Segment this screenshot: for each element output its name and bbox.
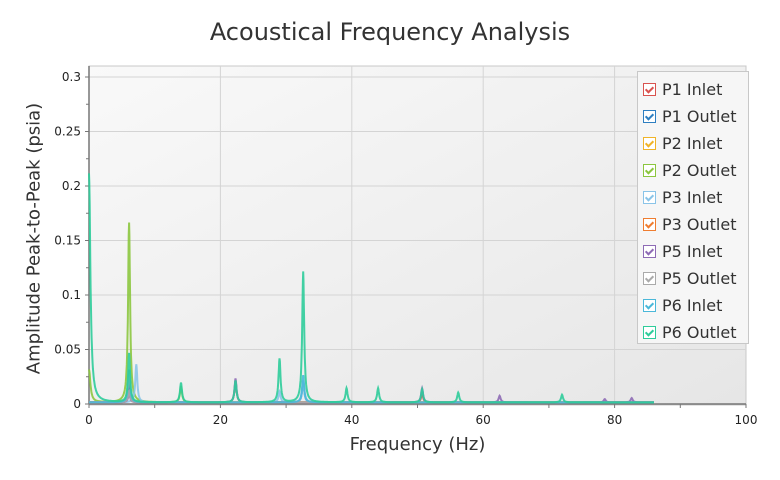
- checkbox-checked-icon[interactable]: [643, 326, 656, 339]
- legend-item[interactable]: P5 Inlet: [638, 238, 748, 265]
- legend-label: P1 Inlet: [662, 80, 723, 99]
- checkbox-checked-icon[interactable]: [643, 245, 656, 258]
- checkbox-checked-icon[interactable]: [643, 83, 656, 96]
- checkbox-checked-icon[interactable]: [643, 110, 656, 123]
- checkbox-checked-icon[interactable]: [643, 164, 656, 177]
- x-tick-label: 80: [607, 413, 622, 427]
- checkbox-checked-icon[interactable]: [643, 299, 656, 312]
- y-tick-label: 0.2: [62, 179, 81, 193]
- y-tick-label: 0.05: [54, 343, 81, 357]
- legend-label: P6 Outlet: [662, 323, 737, 342]
- series-lines: [88, 173, 654, 404]
- chart-title: Acoustical Frequency Analysis: [209, 18, 571, 46]
- legend-label: P3 Outlet: [662, 215, 737, 234]
- legend-item[interactable]: P6 Outlet: [638, 319, 748, 346]
- checkbox-checked-icon[interactable]: [643, 137, 656, 150]
- x-tick-label: 0: [85, 413, 93, 427]
- legend-label: P5 Inlet: [662, 242, 723, 261]
- x-tick-label: 100: [735, 413, 758, 427]
- grid-lines: [89, 66, 746, 404]
- x-tick-label: 60: [476, 413, 491, 427]
- y-tick-label: 0.15: [54, 234, 81, 248]
- legend-item[interactable]: P2 Outlet: [638, 157, 748, 184]
- legend-item[interactable]: P6 Inlet: [638, 292, 748, 319]
- legend-item[interactable]: P5 Outlet: [638, 265, 748, 292]
- y-tick-label: 0: [73, 397, 81, 411]
- x-axis-label: Frequency (Hz): [349, 434, 486, 455]
- legend-item[interactable]: P3 Outlet: [638, 211, 748, 238]
- legend-label: P6 Inlet: [662, 296, 723, 315]
- checkbox-checked-icon[interactable]: [643, 272, 656, 285]
- y-tick-label: 0.25: [54, 125, 81, 139]
- legend-label: P2 Inlet: [662, 134, 723, 153]
- legend-label: P2 Outlet: [662, 161, 737, 180]
- checkbox-checked-icon[interactable]: [643, 191, 656, 204]
- legend-label: P5 Outlet: [662, 269, 737, 288]
- axes: 0 0.05 0.1 0.15 0.2 0.25 0.3 0 20 40 60 80 100: [54, 66, 757, 427]
- legend-item[interactable]: P1 Inlet: [638, 76, 748, 103]
- legend-label: P3 Inlet: [662, 188, 723, 207]
- legend-item[interactable]: P1 Outlet: [638, 103, 748, 130]
- y-tick-label: 0.1: [62, 288, 81, 302]
- y-tick-label: 0.3: [62, 70, 81, 84]
- legend-item[interactable]: P2 Inlet: [638, 130, 748, 157]
- legend: P1 Inlet P1 Outlet P2 Inlet P2 Outlet P3 Inl…: [637, 71, 749, 344]
- series-line: [88, 173, 654, 404]
- legend-label: P1 Outlet: [662, 107, 737, 126]
- checkbox-checked-icon[interactable]: [643, 218, 656, 231]
- x-tick-label: 40: [344, 413, 359, 427]
- x-tick-label: 20: [213, 413, 228, 427]
- legend-item[interactable]: P3 Inlet: [638, 184, 748, 211]
